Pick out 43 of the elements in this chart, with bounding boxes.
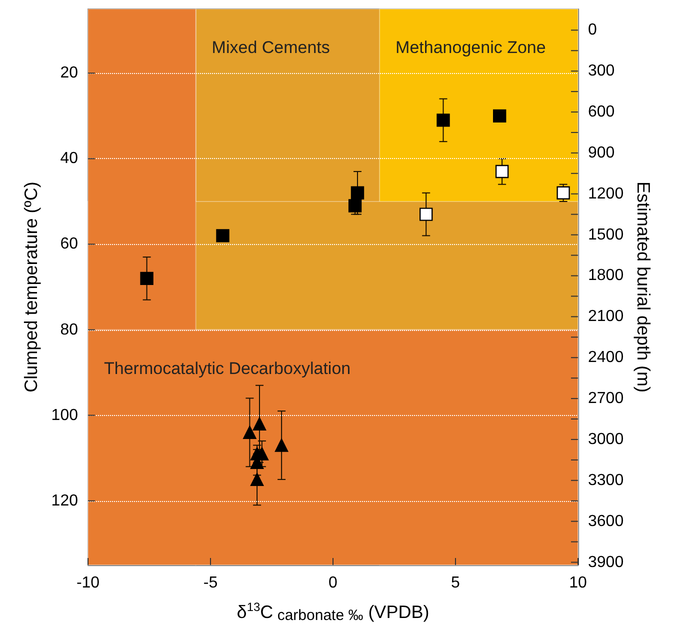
point: [348, 199, 362, 212]
y-axis-title: Clumped temperature (ºC): [21, 182, 41, 392]
y2-tick-label: 2700: [588, 390, 624, 408]
y-tick-label: 40: [60, 150, 78, 168]
y-tick-label: 20: [60, 64, 78, 82]
y2-tick-label: 0: [588, 22, 597, 39]
y2-tick-label: 3600: [588, 512, 624, 530]
point: [243, 426, 256, 440]
point: [495, 164, 509, 178]
point: [216, 229, 230, 242]
x-tick-label: -5: [203, 574, 218, 592]
x-tick-label: 0: [328, 574, 338, 592]
point: [274, 438, 288, 452]
point: [140, 272, 154, 286]
point: [493, 109, 506, 123]
x-tick-label: 10: [569, 574, 587, 592]
y2-tick-label: 1200: [588, 185, 624, 202]
x-tick-label: 5: [451, 574, 460, 592]
y2-tick-label: 900: [588, 144, 615, 162]
band-label: Methanogenic Zone: [396, 38, 546, 57]
point: [250, 472, 264, 486]
y2-tick-label: 3900: [588, 554, 624, 571]
point: [436, 114, 450, 127]
y2-tick-label: 2100: [588, 308, 624, 326]
point: [420, 208, 433, 221]
y-tick-label: 120: [51, 492, 78, 510]
y2-tick-label: 3300: [588, 472, 624, 489]
y-tick-label: 100: [51, 406, 78, 424]
x-tick-label: -10: [76, 574, 100, 592]
y2-tick-label: 1800: [588, 267, 624, 284]
point: [252, 417, 266, 430]
y-tick-label: 60: [60, 236, 78, 253]
y2-tick-label: 3000: [588, 430, 624, 448]
y2-axis-title: Estimated burial depth (m): [633, 181, 654, 393]
point: [350, 186, 364, 200]
band-label: Mixed Cements: [212, 38, 330, 57]
band-label: Thermocatalytic Decarboxylation: [104, 358, 351, 378]
point: [556, 186, 570, 200]
y2-tick-label: 1500: [588, 226, 624, 244]
y2-tick-label: 600: [588, 104, 615, 121]
y2-tick-label: 300: [588, 62, 615, 80]
y2-tick-label: 2400: [588, 349, 624, 366]
y-tick-label: 80: [60, 321, 78, 338]
